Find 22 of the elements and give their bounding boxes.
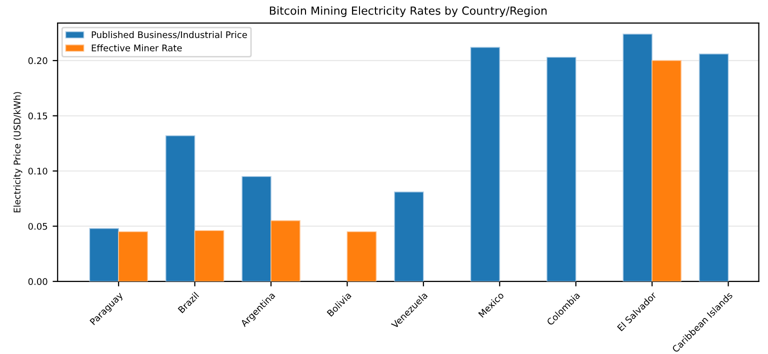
y-tick-label: 0.00 — [28, 278, 48, 285]
legend-label: Effective Miner Rate — [92, 44, 182, 52]
y-tick-label: 0.10 — [28, 168, 48, 175]
y-tick-label: 0.15 — [28, 112, 48, 120]
legend-label: Published Business/Industrial Price — [92, 31, 247, 39]
bar — [698, 54, 729, 282]
bar — [242, 176, 272, 282]
bar — [470, 46, 500, 282]
bar — [89, 228, 119, 282]
y-tick-label: 0.20 — [28, 57, 48, 64]
bar — [194, 230, 224, 282]
bar — [165, 135, 196, 282]
y-axis-title: Electricity Price (USD/kWh) — [13, 92, 22, 212]
y-tick-label: 0.05 — [28, 222, 48, 230]
bar — [118, 231, 148, 282]
bar — [270, 220, 300, 282]
bar — [394, 192, 424, 282]
chart-title: Bitcoin Mining Electricity Rates by Country/Region — [270, 6, 547, 17]
bar — [622, 34, 652, 282]
bar — [652, 60, 682, 282]
bar — [346, 231, 377, 282]
bar — [546, 56, 576, 282]
